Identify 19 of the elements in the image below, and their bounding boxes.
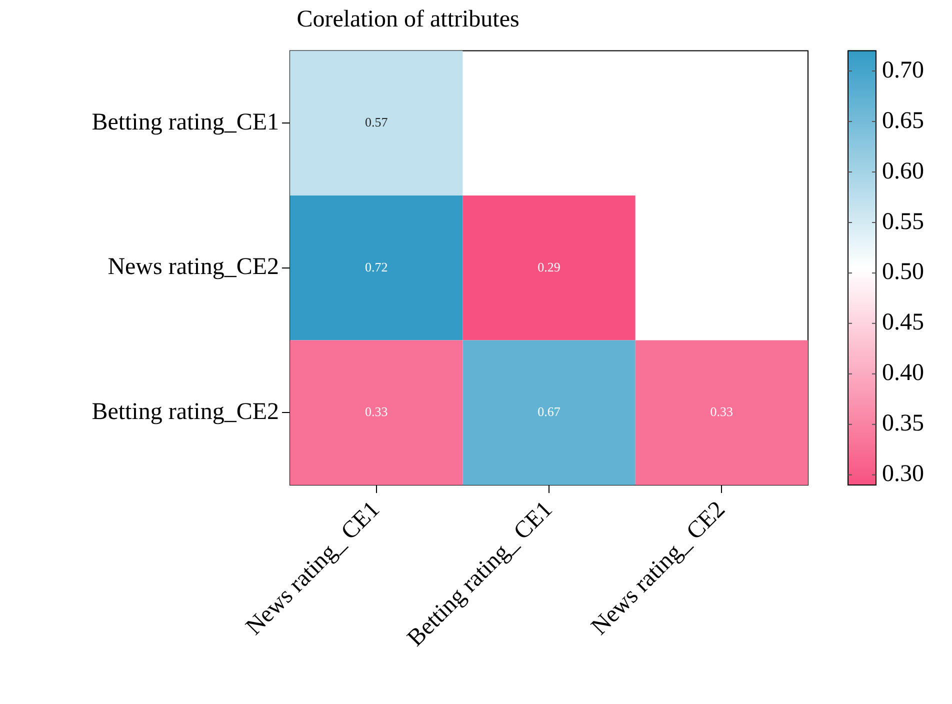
data-label: 0.33 [364,404,388,420]
data-label: 0.33 [710,404,734,420]
data-label: 0.72 [364,259,388,274]
color-bar-label: 0.40 [882,360,924,386]
chart-title: Corelation of attributes [296,6,520,33]
color-bar-label: 0.65 [882,108,924,134]
y-tick-label: Betting rating_CE1 [92,109,279,136]
color-bar-label: 0.30 [882,461,924,488]
color-bar-label: 0.45 [882,310,924,336]
color-bar-label: 0.70 [882,57,924,84]
y-tick-label: News rating_CE2 [108,254,279,280]
color-bar-label: 0.60 [882,158,924,184]
color-bar-label: 0.50 [882,259,924,286]
data-label: 0.57 [364,114,388,130]
color-bar-label: 0.35 [882,410,924,437]
y-tick-label: Betting rating_CE2 [92,398,279,425]
data-label: 0.67 [538,404,561,420]
data-label: 0.29 [538,259,560,274]
color-bar-label: 0.55 [882,208,924,235]
